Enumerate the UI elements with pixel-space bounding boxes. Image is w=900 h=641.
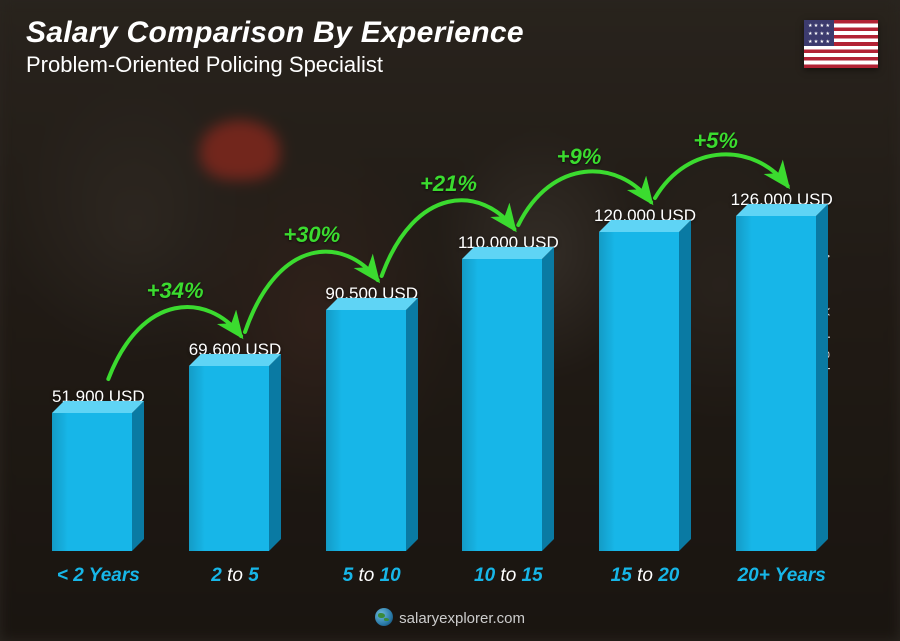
x-tick: 10 to 15 <box>440 565 577 587</box>
bar <box>736 216 828 551</box>
bar-slot: 90,500 USD <box>303 284 440 551</box>
delta-label: +9% <box>557 144 602 170</box>
page-subtitle: Problem-Oriented Policing Specialist <box>26 52 524 78</box>
bar-slot: 51,900 USD <box>30 387 167 551</box>
page-title: Salary Comparison By Experience <box>26 16 524 50</box>
footer-site: salaryexplorer.com <box>399 610 525 627</box>
x-axis: < 2 Years2 to 55 to 1010 to 1515 to 2020… <box>30 565 850 587</box>
x-tick: 2 to 5 <box>167 565 304 587</box>
bar <box>189 366 281 551</box>
x-tick: 20+ Years <box>713 565 850 587</box>
delta-label: +34% <box>147 278 204 304</box>
infographic: Salary Comparison By Experience Problem-… <box>0 0 900 641</box>
delta-label: +5% <box>693 128 738 154</box>
globe-icon <box>375 608 393 626</box>
bar-chart: 51,900 USD69,600 USD90,500 USD110,000 US… <box>30 110 850 551</box>
delta-label: +21% <box>420 171 477 197</box>
footer: salaryexplorer.com <box>0 608 900 627</box>
bar-slot: 69,600 USD <box>167 340 304 551</box>
us-flag-icon <box>804 20 878 68</box>
bar <box>599 232 691 551</box>
x-tick: < 2 Years <box>30 565 167 587</box>
bar-slot: 110,000 USD <box>440 233 577 551</box>
x-tick: 5 to 10 <box>303 565 440 587</box>
bar <box>52 413 144 551</box>
bar-slot: 120,000 USD <box>577 206 714 551</box>
header: Salary Comparison By Experience Problem-… <box>26 16 524 78</box>
bar-slot: 126,000 USD <box>713 190 850 551</box>
x-tick: 15 to 20 <box>577 565 714 587</box>
delta-label: +30% <box>283 222 340 248</box>
bar <box>462 259 554 551</box>
bar <box>326 310 418 551</box>
